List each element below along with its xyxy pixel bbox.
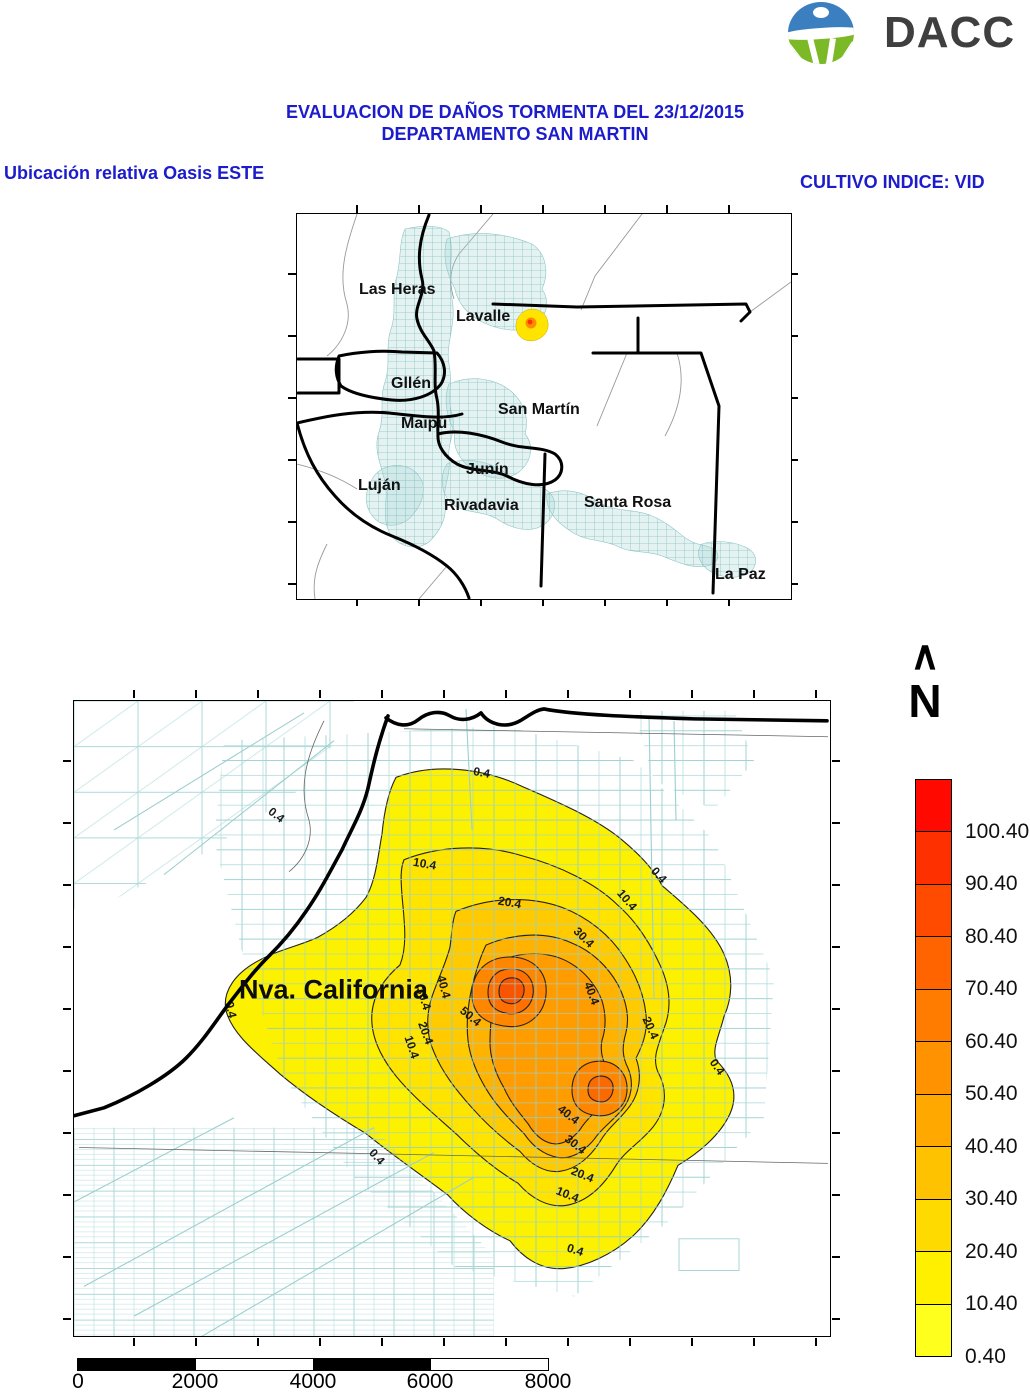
scale-label: 6000 [406, 1370, 454, 1393]
scale-bar-segment [194, 1359, 313, 1370]
dept-label: Las Heras [359, 281, 436, 298]
place-label: Nva. California [239, 975, 429, 1005]
dept-label: Maipú [401, 415, 447, 432]
locator-map: Las Heras Lavalle Gllén Maipú San Martín… [296, 213, 792, 600]
scale-bar [77, 1358, 549, 1371]
river-line [74, 707, 829, 1118]
north-arrow: ∧ N [893, 636, 957, 724]
legend-color-block [916, 831, 951, 884]
legend-value: 60.40 [965, 1029, 1018, 1053]
legend-value: 40.40 [965, 1134, 1018, 1158]
report-title-line2: DEPARTAMENTO SAN MARTIN [381, 124, 649, 144]
subtitle-cultivo: CULTIVO INDICE: VID [800, 172, 985, 192]
contour-label: 40.4 [434, 974, 453, 1000]
dept-label: La Paz [715, 566, 766, 583]
mainmap-ticks-top [73, 690, 831, 698]
legend-color-block [916, 936, 951, 989]
legend-color-bar [915, 779, 952, 1357]
scale-label: 2000 [171, 1370, 219, 1393]
locator-map-svg: Las Heras Lavalle Gllén Maipú San Martín… [297, 214, 791, 599]
contour-label: 30.4 [414, 985, 435, 1012]
legend-value: 50.40 [965, 1082, 1018, 1106]
legend-color-block [916, 780, 951, 832]
legend-color-block [916, 988, 951, 1042]
legend-color-block [916, 1041, 951, 1094]
legend-color-block [916, 1093, 951, 1147]
report-title: EVALUACION DE DAÑOS TORMENTA DEL 23/12/2… [0, 101, 1030, 145]
legend-color-block [916, 1198, 951, 1252]
legend-value: 0.40 [965, 1345, 1006, 1368]
gray-lines [78, 720, 829, 1164]
scale-bar-segment [78, 1359, 195, 1370]
north-arrow-caret-icon: ∧ [910, 634, 940, 678]
legend-color-block [916, 883, 951, 937]
logo-sun-icon [813, 7, 829, 18]
contour-label: 20.4 [497, 894, 523, 912]
legend-color-block [916, 1146, 951, 1199]
contour-label: 10.4 [402, 1034, 423, 1061]
legend-value: 80.40 [965, 924, 1018, 948]
logo-wordmark: DACC [884, 8, 1016, 57]
legend-value: 70.40 [965, 977, 1018, 1001]
dept-label: San Martín [498, 401, 580, 418]
dept-label: Gllén [391, 375, 431, 392]
scale-label: 4000 [289, 1370, 337, 1393]
dept-label: Junín [466, 461, 509, 478]
locator-ticks-left [288, 213, 296, 598]
locator-ticks-top [296, 205, 790, 213]
scale-bar-segment [312, 1359, 431, 1370]
legend-value: 100.40 [965, 819, 1030, 843]
legend-value: 10.40 [965, 1292, 1018, 1316]
locator-department-labels: Las Heras Lavalle Gllén Maipú San Martín… [358, 281, 766, 583]
north-arrow-letter: N [908, 675, 942, 727]
dept-label: Luján [358, 477, 401, 494]
main-map-svg: 0.4 0.4 0.4 0.4 0.4 0.4 0.4 10.4 10.4 10… [74, 701, 829, 1336]
mainmap-ticks-bottom [73, 1338, 831, 1346]
contour-label: 0.4 [472, 764, 491, 781]
contour-label: 10.4 [412, 855, 438, 873]
locator-department-boundaries [297, 214, 752, 599]
legend: 100.40 90.40 80.40 70.40 60.40 50.40 40.40 30.4… [915, 779, 1030, 1368]
contour-label: 0.4 [565, 1241, 586, 1259]
legend-color-block [916, 1251, 951, 1304]
parcel-mesh [74, 701, 774, 1336]
dept-label: Rivadavia [444, 497, 519, 514]
main-damage-map: 0.4 0.4 0.4 0.4 0.4 0.4 0.4 10.4 10.4 10… [73, 700, 831, 1337]
teal-roads [74, 708, 677, 1336]
scale-label: 0 [72, 1370, 84, 1393]
mainmap-ticks-left [63, 700, 71, 1337]
mainmap-ticks-right [832, 700, 840, 1337]
report-title-line1: EVALUACION DE DAÑOS TORMENTA DEL 23/12/2… [285, 102, 745, 122]
locator-gray-lines [297, 214, 791, 599]
locator-ticks-right [790, 213, 798, 598]
dept-label: Santa Rosa [584, 494, 671, 511]
scale-bar-segment [430, 1359, 548, 1370]
locator-ticks-bottom [296, 598, 790, 606]
locator-damage-spot [515, 308, 549, 342]
scale-label: 8000 [524, 1370, 572, 1393]
legend-value: 20.40 [965, 1239, 1018, 1263]
subtitle-oasis: Ubicación relativa Oasis ESTE [4, 163, 265, 183]
legend-color-block [916, 1303, 951, 1356]
legend-value: 90.40 [965, 872, 1018, 896]
dept-label: Lavalle [456, 308, 510, 325]
dacc-logo [788, 2, 854, 64]
legend-value: 30.40 [965, 1187, 1018, 1211]
